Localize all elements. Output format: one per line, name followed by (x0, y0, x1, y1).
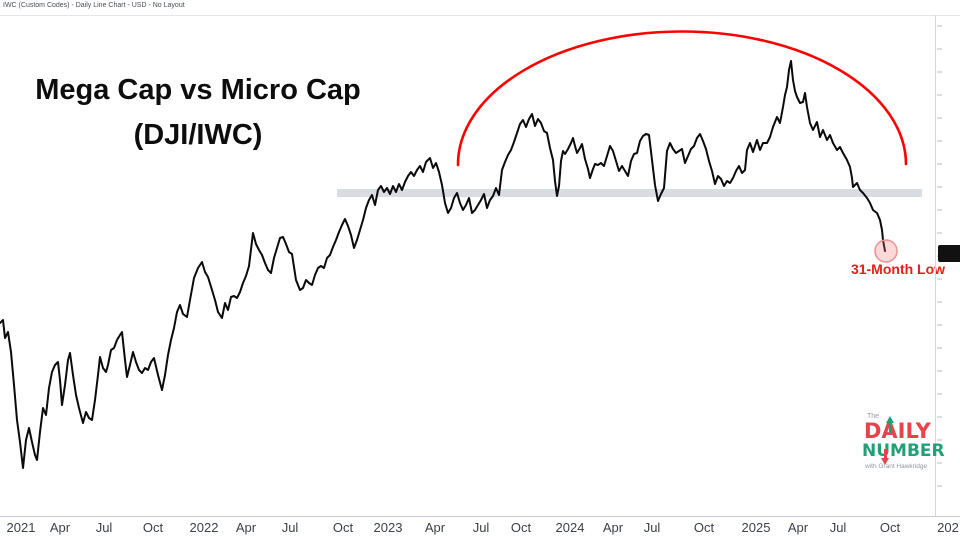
time-axis-label: Apr (235, 520, 257, 535)
low-annotation-label[interactable]: 31-Month Low (850, 261, 946, 277)
price-line[interactable] (0, 60, 886, 469)
logo-daily-wordmark: DAILY (864, 416, 960, 442)
chart-symbol-header[interactable]: IWC (Custom Codes) - Daily Line Chart - … (3, 2, 185, 9)
chart-title-line1: Mega Cap vs Micro Cap (35, 74, 361, 106)
header-divider (0, 15, 960, 16)
time-axis-label: Jul (95, 520, 113, 535)
time-axis-label: 202 (937, 520, 959, 535)
time-axis-label: Oct (693, 520, 715, 535)
arc-annotation[interactable] (456, 30, 908, 167)
logo-tagline: with Grant Hawkridge (865, 463, 928, 470)
time-axis-label: 2025 (741, 520, 771, 535)
time-axis-label: Apr (787, 520, 809, 535)
time-axis-label: 2024 (555, 520, 585, 535)
time-axis-label: Apr (49, 520, 71, 535)
down-arrow-icon (881, 449, 889, 465)
time-axis-label: Jul (281, 520, 299, 535)
time-axis-label: Apr (424, 520, 446, 535)
logo-number-wordmark: NUMBER (862, 442, 960, 465)
time-axis-label: Oct (142, 520, 164, 535)
time-axis-label: Oct (510, 520, 532, 535)
low-circle-annotation[interactable] (874, 239, 898, 263)
time-axis-label: 2022 (189, 520, 219, 535)
time-axis-divider (0, 516, 960, 517)
time-axis-label: 2023 (373, 520, 403, 535)
last-price-label (938, 245, 960, 262)
up-arrow-icon (886, 416, 894, 434)
chart-title-line2: (DJI/IWC) (133, 119, 263, 151)
price-axis-ticks (937, 25, 942, 487)
time-axis-label: Jul (643, 520, 661, 535)
time-axis-label: Apr (602, 520, 624, 535)
time-axis[interactable]: 2021 Apr Jul Oct 2022 Apr Jul Oct 2023 Apr Jul Oct 2… (0, 517, 960, 540)
daily-number-logo: The DAILY NUMBER with Grant Hawkridge (860, 413, 960, 470)
time-axis-label: Oct (879, 520, 901, 535)
time-axis-label: 2021 (6, 520, 36, 535)
time-axis-label: Jul (472, 520, 490, 535)
price-axis-divider (935, 15, 936, 516)
resistance-band[interactable] (337, 189, 922, 197)
chart-title[interactable]: Mega Cap vs Micro Cap (DJI/IWC) (18, 68, 378, 158)
logo-the: The (867, 413, 880, 420)
time-axis-label: Oct (332, 520, 354, 535)
time-axis-label: Jul (829, 520, 847, 535)
